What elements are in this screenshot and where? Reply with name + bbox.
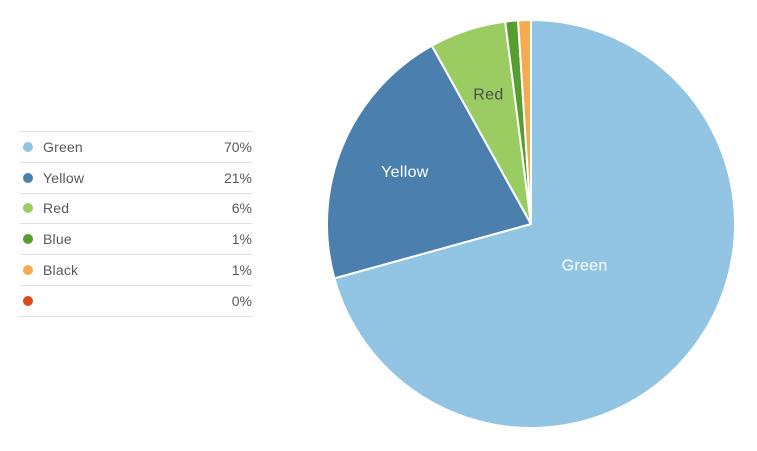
- pie-slice-label-yellow: Yellow: [381, 164, 429, 181]
- legend-row-empty[interactable]: 0%: [20, 286, 252, 317]
- pie-slice-label-red: Red: [473, 87, 503, 104]
- legend-label: Green: [43, 138, 83, 155]
- pie-legend: Green 70% Yellow 21% Red 6% Blue 1% Blac…: [20, 131, 252, 317]
- legend-label: Yellow: [43, 169, 85, 186]
- legend-value: 6%: [231, 200, 252, 217]
- pie-chart-svg: Green Yellow Red: [326, 18, 736, 429]
- legend-row-blue[interactable]: Blue 1%: [20, 224, 252, 256]
- pie-slice-yellow[interactable]: [326, 44, 532, 280]
- legend-swatch-blue-icon: [23, 234, 33, 245]
- legend-swatch-red-icon: [23, 203, 33, 214]
- pie-chart: Green Yellow Red: [319, 12, 743, 436]
- legend-swatch-yellow-icon: [23, 172, 33, 183]
- legend-row-green[interactable]: Green 70%: [20, 132, 252, 163]
- pie-slice-green[interactable]: [333, 19, 736, 429]
- legend-swatch-black-icon: [23, 265, 33, 276]
- legend-value: 21%: [223, 169, 252, 186]
- legend-value: 1%: [231, 262, 252, 279]
- pie-slice-label-green: Green: [562, 257, 608, 274]
- pie-slice-black[interactable]: [517, 18, 532, 225]
- legend-label: Red: [43, 200, 70, 217]
- legend-value: 0%: [231, 292, 252, 309]
- legend-row-black[interactable]: Black 1%: [20, 255, 252, 286]
- legend-label: Black: [43, 262, 79, 279]
- legend-label: Blue: [43, 231, 72, 248]
- legend-row-yellow[interactable]: Yellow 21%: [20, 163, 252, 194]
- legend-swatch-empty-icon: [23, 295, 33, 306]
- legend-swatch-green-icon: [23, 141, 33, 152]
- legend-value: 1%: [231, 231, 252, 248]
- legend-row-red[interactable]: Red 6%: [20, 194, 252, 225]
- legend-value: 70%: [223, 138, 252, 155]
